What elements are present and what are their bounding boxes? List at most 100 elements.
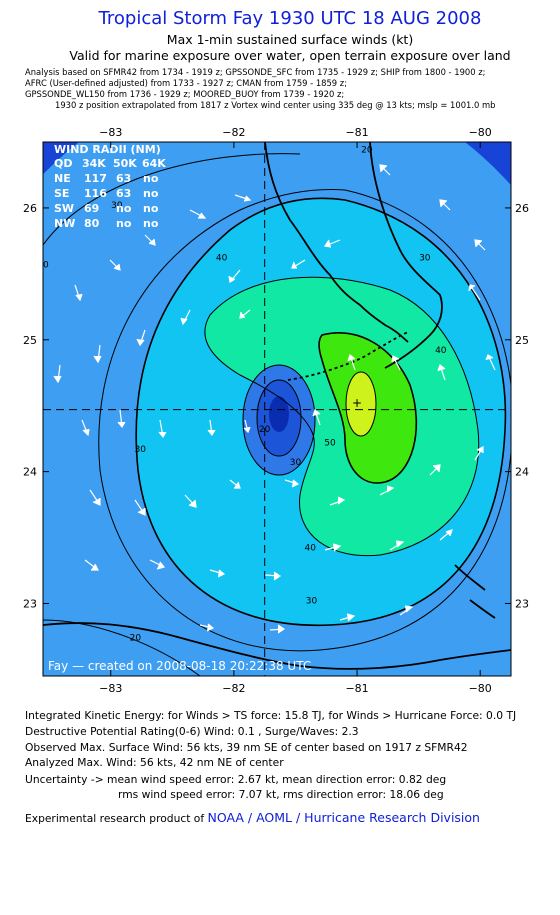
product-credit-prefix: Experimental research product of: [25, 812, 208, 825]
wind-arrow: [439, 529, 453, 541]
wind-arrow: [324, 543, 342, 552]
analysis-line-1: Analysis based on SFMR42 from 1734 - 191…: [25, 67, 486, 77]
y-tick-label-right: 25: [515, 334, 529, 347]
radii-col-64k: 64K: [142, 157, 166, 170]
contour-30: [98, 189, 511, 652]
wind-arrow: [339, 613, 356, 622]
radii-sw-34: 69: [84, 202, 99, 215]
wind-arrow: [89, 489, 101, 506]
contour-label: 30: [111, 201, 123, 211]
x-tick-label-bottom: −81: [345, 682, 368, 692]
wind-arrow: [291, 259, 306, 269]
radii-sw-50: no: [116, 202, 132, 215]
radii-se-64: no: [143, 187, 159, 200]
wind-arrow: [399, 605, 414, 616]
y-tick-label-right: 24: [515, 466, 529, 479]
radii-col-50k: 50K: [113, 157, 137, 170]
bahamas-cays: [454, 564, 496, 619]
radii-se-50: 63: [116, 187, 131, 200]
radii-nw-quadrant: NW: [54, 217, 75, 230]
wind-arrow: [158, 419, 167, 439]
contour-label: 30: [290, 458, 302, 468]
radii-nw-64: no: [143, 217, 159, 230]
dpr-line: Destructive Potential Rating(0-6) Wind: …: [25, 725, 359, 738]
validity-note: Valid for marine exposure over water, op…: [69, 48, 511, 63]
y-tick-label-left: 26: [23, 202, 37, 215]
analyzed-max-wind: Analyzed Max. Wind: 56 kts, 42 nm NE of …: [25, 756, 284, 769]
radii-col-34k: 34K: [82, 157, 106, 170]
florida-bay-coast: [359, 304, 409, 343]
wind-arrow: [239, 309, 251, 319]
analysis-line-2: AFRC (User-defined adjusted) from 1733 -…: [25, 78, 348, 88]
wind-arrow: [379, 164, 391, 176]
cuba-coast: [43, 622, 511, 670]
map-axes: −83 −83 −82 −82 −81 −81 −80 −80 23 23 24 24 25 25 26 26: [23, 126, 529, 692]
radii-ne-50: 63: [116, 172, 131, 185]
wind-arrow: [329, 496, 346, 506]
radii-ne-34: 117: [84, 172, 107, 185]
hrd-link[interactable]: NOAA / AOML / Hurricane Research Divisio…: [207, 810, 480, 825]
contour-label: 30: [135, 445, 147, 455]
radii-se-quadrant: SE: [54, 187, 69, 200]
wind-radii-header: WIND RADII (NM): [54, 143, 161, 156]
radii-sw-64: no: [143, 202, 159, 215]
radii-nw-34: 80: [84, 217, 100, 230]
contour-core-20: [242, 364, 316, 476]
florida-atlantic-coast: [369, 142, 443, 369]
x-tick-label-top: −80: [469, 126, 492, 139]
wind-arrow: [134, 499, 146, 516]
coastlines: [43, 142, 511, 670]
wind-arrow: [468, 284, 481, 301]
wind-arrow: [228, 269, 241, 283]
wind-radii-table: WIND RADII (NM) QD 34K 50K 64K NE 117 63…: [54, 143, 166, 230]
radii-ne-64: no: [143, 172, 159, 185]
wind-arrow: [117, 409, 126, 429]
contour-label: 50: [324, 438, 336, 448]
contour-label: 20: [361, 146, 373, 156]
chart-title: Tropical Storm Fay 1930 UTC 18 AUG 2008: [98, 8, 482, 29]
y-tick-label-left: 24: [23, 466, 37, 479]
wind-arrow: [429, 464, 441, 476]
wind-arrow: [264, 571, 282, 581]
x-tick-label-top: −83: [99, 126, 122, 139]
x-tick-label-top: −81: [345, 126, 368, 139]
wind-arrow: [109, 259, 121, 271]
max-wind-marker: +: [352, 396, 362, 410]
analysis-line-3: GPSSONDE_WL150 from 1736 - 1929 z; MOORE…: [25, 89, 345, 99]
contour-20-north: [43, 153, 301, 246]
contour-label: 30: [419, 254, 431, 264]
wind-arrow: [379, 485, 395, 496]
wind-arrow: [437, 363, 446, 381]
wind-arrow: [144, 234, 156, 246]
wind-arrow: [81, 419, 90, 437]
wind-arrow: [391, 355, 401, 371]
wind-arrow: [93, 344, 102, 364]
wind-arrow: [136, 329, 146, 347]
wind-arrow: [485, 354, 496, 371]
wind-arrow: [229, 479, 241, 489]
wind-arrow: [284, 479, 300, 488]
wind-vectors: [53, 164, 496, 634]
observed-max-wind: Observed Max. Surface Wind: 56 kts, 39 n…: [25, 741, 468, 754]
wind-arrow: [323, 239, 341, 248]
wind-arrow: [74, 284, 83, 302]
contour-label: 30: [306, 596, 318, 606]
y-tick-label-right: 23: [515, 597, 529, 610]
wind-arrow: [53, 364, 62, 384]
wind-arrow: [312, 408, 321, 426]
contour-label: 40: [216, 254, 228, 264]
x-tick-label-bottom: −82: [222, 682, 245, 692]
x-tick-label-bottom: −83: [99, 682, 122, 692]
vortex-core-inner: [269, 396, 289, 432]
wind-arrow: [243, 419, 251, 434]
contour-label: 20: [37, 260, 49, 270]
radii-nw-50: no: [116, 217, 132, 230]
wind-peak-area: [346, 372, 376, 436]
wind-arrow: [84, 559, 99, 571]
contour-label: 40: [305, 544, 317, 554]
wind-arrow: [269, 624, 286, 634]
uncertainty-rms: rms wind speed error: 7.07 kt, rms direc…: [118, 788, 444, 801]
wind-arrow: [439, 199, 451, 211]
x-tick-label-bottom: −80: [469, 682, 492, 692]
